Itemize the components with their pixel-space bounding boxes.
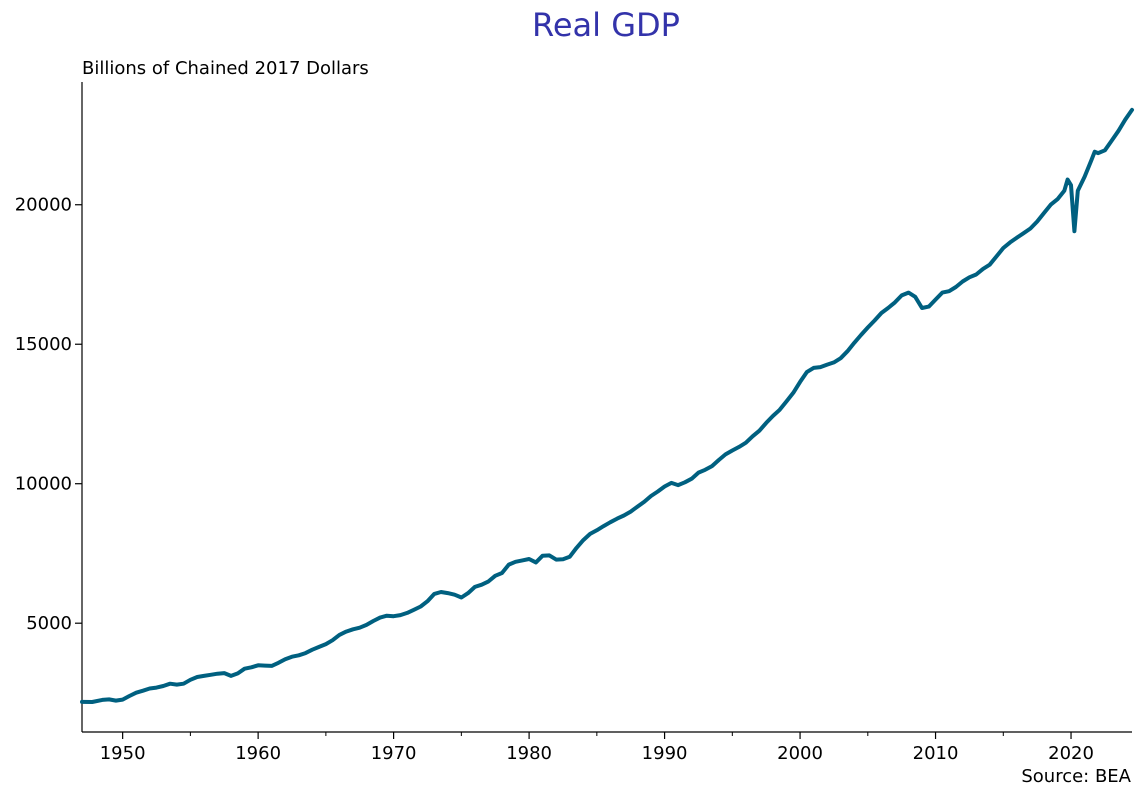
x-tick-label: 1990: [642, 743, 688, 764]
x-ticks: 1950 1960 1970 1980 1990 2000 2010 2020: [100, 732, 1094, 764]
y-tick-label: 5000: [26, 613, 72, 634]
chart-source: Source: BEA: [1021, 766, 1131, 787]
y-tick-label: 20000: [15, 195, 72, 216]
x-tick-label: 1960: [235, 743, 281, 764]
x-tick-label: 1950: [100, 743, 146, 764]
x-tick-label: 2010: [913, 743, 959, 764]
x-tick-label: 1980: [506, 743, 552, 764]
axes: [81, 82, 1132, 733]
chart-subtitle: Billions of Chained 2017 Dollars: [82, 58, 369, 79]
y-tick-label: 15000: [15, 334, 72, 355]
x-tick-label: 2020: [1048, 743, 1094, 764]
y-tick-label: 10000: [15, 474, 72, 495]
x-tick-label: 2000: [777, 743, 823, 764]
chart-title: Real GDP: [532, 6, 680, 44]
x-tick-label: 1970: [371, 743, 417, 764]
y-ticks: 5000 10000 15000 20000: [15, 195, 82, 634]
series-line-real-gdp: [80, 107, 1134, 704]
